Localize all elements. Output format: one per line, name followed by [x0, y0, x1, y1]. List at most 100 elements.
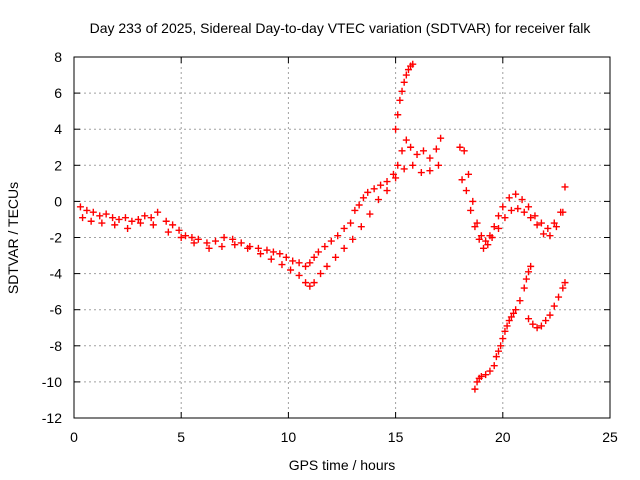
- data-point: [413, 150, 421, 158]
- series-negative-branch-1: [471, 262, 535, 393]
- data-point: [359, 194, 367, 202]
- data-point: [164, 228, 172, 236]
- data-point: [389, 170, 397, 178]
- data-point: [525, 268, 533, 276]
- data-point: [525, 203, 533, 211]
- data-point: [546, 232, 554, 240]
- data-point: [109, 214, 117, 222]
- series-late-band-a: [456, 143, 569, 245]
- series-late-band-b: [458, 176, 567, 252]
- data-point: [231, 241, 239, 249]
- data-point: [355, 201, 363, 209]
- data-point: [351, 206, 359, 214]
- data-point: [525, 315, 533, 323]
- x-tick-label: 10: [281, 429, 297, 445]
- data-point: [529, 320, 537, 328]
- data-point: [495, 347, 503, 355]
- y-tick-label: -8: [50, 338, 63, 354]
- y-tick-label: 4: [54, 121, 62, 137]
- data-point: [366, 210, 374, 218]
- data-point: [458, 176, 466, 184]
- data-point: [98, 219, 106, 227]
- data-point: [136, 219, 144, 227]
- data-point: [287, 266, 295, 274]
- data-point: [370, 185, 378, 193]
- chart-title: Day 233 of 2025, Sidereal Day-to-day VTE…: [90, 20, 592, 36]
- data-point: [552, 223, 560, 231]
- x-tick-label: 20: [495, 429, 511, 445]
- data-point: [400, 78, 408, 86]
- data-point: [464, 170, 472, 178]
- data-point: [469, 197, 477, 205]
- x-tick-label: 0: [70, 429, 78, 445]
- data-point: [503, 322, 511, 330]
- data-point: [533, 221, 541, 229]
- data-point: [181, 232, 189, 240]
- data-point: [434, 161, 442, 169]
- data-point: [147, 214, 155, 222]
- data-point: [392, 174, 400, 182]
- data-point: [467, 206, 475, 214]
- data-point: [561, 279, 569, 287]
- data-point: [537, 322, 545, 330]
- data-point: [426, 154, 434, 162]
- data-point: [383, 187, 391, 195]
- data-point: [555, 293, 563, 301]
- y-tick-label: -2: [50, 230, 63, 246]
- data-point: [267, 255, 275, 263]
- data-point: [520, 208, 528, 216]
- data-point: [257, 250, 265, 258]
- y-tick-label: 2: [54, 157, 62, 173]
- data-point: [79, 214, 87, 222]
- data-point: [347, 219, 355, 227]
- data-point: [522, 275, 530, 283]
- data-point: [456, 143, 464, 151]
- series-negative-branch-2: [525, 279, 569, 332]
- data-point: [154, 208, 162, 216]
- data-point: [533, 324, 541, 332]
- data-point: [89, 208, 97, 216]
- data-point: [383, 178, 391, 186]
- data-point: [518, 196, 526, 204]
- data-point: [540, 230, 548, 238]
- data-point: [162, 217, 170, 225]
- data-point: [512, 190, 520, 198]
- data-point: [254, 244, 262, 252]
- data-point: [460, 147, 468, 155]
- data-point: [437, 134, 445, 142]
- data-point: [495, 224, 503, 232]
- data-point: [302, 262, 310, 270]
- data-point: [306, 282, 314, 290]
- data-point: [492, 353, 500, 361]
- data-point: [323, 262, 331, 270]
- data-point: [499, 203, 507, 211]
- data-point: [488, 234, 496, 241]
- data-point: [83, 206, 91, 214]
- data-point: [190, 239, 198, 247]
- data-point: [527, 262, 535, 270]
- data-point: [96, 212, 104, 220]
- data-point: [317, 270, 325, 278]
- data-point: [501, 214, 509, 222]
- data-point: [194, 235, 202, 243]
- data-point: [510, 309, 518, 317]
- data-point: [332, 253, 340, 261]
- data-point: [87, 217, 95, 225]
- data-point: [531, 212, 539, 220]
- data-point: [507, 206, 515, 214]
- data-point: [471, 385, 479, 393]
- data-point: [306, 259, 314, 267]
- data-point: [473, 378, 481, 386]
- data-point: [374, 196, 382, 204]
- y-tick-label: -12: [42, 410, 62, 426]
- data-point: [349, 235, 357, 243]
- data-point: [398, 87, 406, 95]
- data-point: [480, 244, 488, 252]
- data-point: [310, 279, 318, 287]
- data-point: [244, 244, 252, 252]
- data-point: [276, 250, 284, 258]
- data-point: [495, 212, 503, 220]
- data-point: [177, 234, 185, 241]
- data-point: [295, 271, 303, 279]
- data-point: [289, 257, 297, 265]
